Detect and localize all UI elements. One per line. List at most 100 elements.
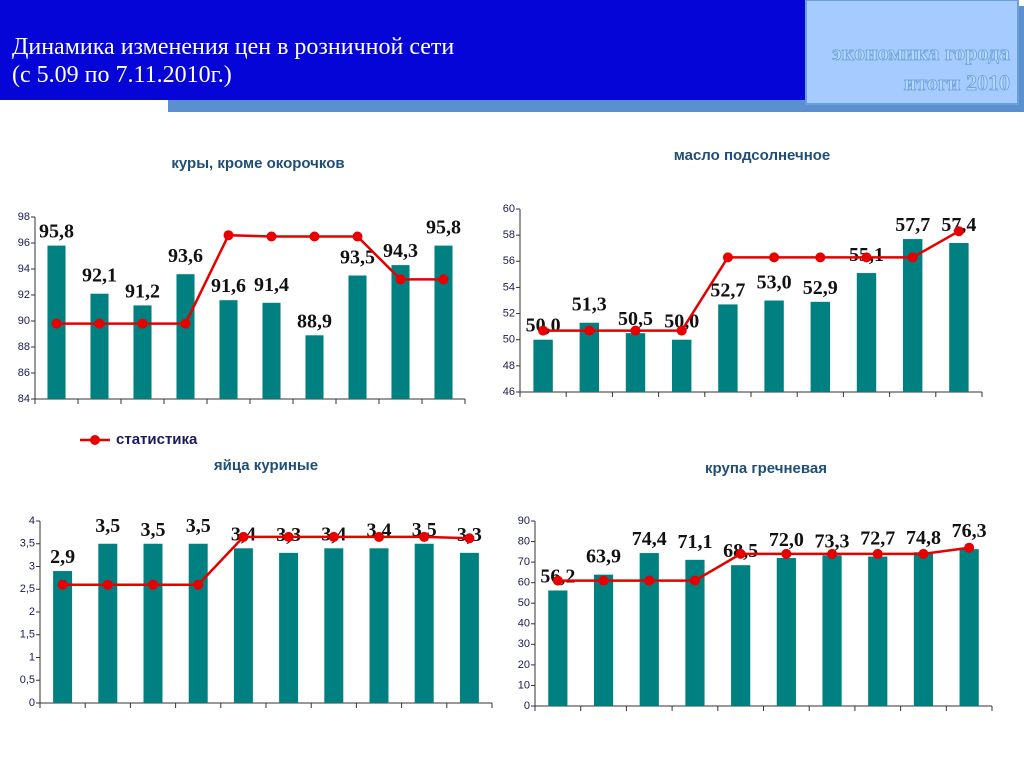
bar (764, 300, 784, 392)
chart-title: яйца куриные (214, 457, 318, 474)
line-marker (283, 531, 294, 542)
line-marker (769, 252, 780, 263)
line-marker (964, 542, 975, 553)
y-tick-label: 84 (18, 393, 30, 405)
y-tick-label: 98 (18, 211, 30, 223)
bar (685, 559, 705, 706)
y-tick-label: 94 (18, 263, 30, 275)
chart-title: куры, кроме окорочков (171, 155, 344, 172)
line-marker (907, 252, 918, 263)
value-label: 3,5 (95, 515, 120, 537)
bar (902, 239, 923, 392)
value-label: 50,5 (618, 308, 653, 330)
bar (959, 549, 979, 706)
bar (856, 273, 877, 392)
line-marker (352, 231, 363, 242)
bar (639, 553, 659, 706)
line-marker (538, 325, 549, 336)
line-marker (689, 575, 700, 586)
bar (262, 302, 281, 399)
bar (233, 548, 253, 703)
line-marker (51, 318, 62, 329)
line-marker (815, 252, 826, 263)
line-marker (584, 325, 595, 336)
line-marker (328, 531, 339, 542)
logo-text: экономика города (832, 40, 1010, 65)
bar (143, 543, 163, 703)
y-tick-label: 96 (18, 237, 30, 249)
bar (98, 543, 118, 703)
bar (718, 304, 738, 392)
line-marker (953, 226, 964, 237)
bar (868, 556, 888, 706)
bar (133, 305, 152, 399)
value-label: 76,3 (952, 520, 987, 542)
bar (776, 558, 796, 706)
line-marker (438, 274, 449, 285)
y-tick-label: 1,5 (20, 629, 35, 641)
title: Динамика изменения цен в розничной сети (12, 34, 454, 60)
bar (188, 543, 208, 703)
value-label: 72,0 (769, 529, 804, 551)
value-label: 53,0 (757, 272, 792, 294)
bar (810, 301, 831, 392)
value-label: 74,4 (632, 528, 667, 550)
bar (579, 322, 600, 392)
line-marker (148, 579, 158, 590)
y-tick-label: 20 (518, 659, 530, 671)
y-tick-label: 90 (18, 315, 30, 327)
bar (348, 275, 367, 399)
y-tick-label: 3 (29, 560, 35, 572)
y-tick-label: 56 (503, 255, 515, 267)
value-label: 71,1 (677, 531, 712, 553)
line-marker (630, 325, 641, 336)
y-tick-label: 88 (18, 341, 30, 353)
y-tick-label: 0,5 (20, 674, 35, 686)
bar (822, 555, 842, 706)
y-tick-label: 60 (503, 203, 515, 215)
chart-title: крупа гречневая (705, 460, 827, 477)
value-label: 51,3 (572, 294, 607, 316)
legend-marker (90, 435, 100, 445)
y-tick-label: 46 (503, 386, 515, 398)
header-band (0, 0, 805, 100)
bar (731, 565, 751, 706)
line-marker (552, 575, 563, 586)
y-tick-label: 54 (503, 281, 515, 293)
line-marker (861, 252, 872, 263)
value-label: 63,9 (586, 546, 621, 568)
line-marker (102, 579, 113, 590)
value-label: 52,9 (803, 277, 838, 299)
y-tick-label: 52 (503, 307, 515, 319)
y-tick-label: 50 (518, 597, 530, 609)
logo-box (805, 0, 1019, 105)
bar (414, 543, 434, 703)
value-label: 92,1 (82, 265, 117, 287)
value-label: 3,5 (141, 519, 166, 541)
line (62, 535, 470, 586)
line-marker (827, 548, 838, 559)
bar (369, 548, 389, 703)
bar (305, 335, 324, 399)
value-label: 57,7 (895, 214, 930, 236)
value-label: 94,3 (383, 240, 418, 262)
y-tick-label: 0 (29, 697, 35, 709)
y-tick-label: 3,5 (20, 538, 35, 550)
value-label: 93,6 (168, 245, 203, 267)
y-tick-label: 48 (503, 360, 515, 372)
bar (949, 242, 969, 392)
bar (90, 293, 109, 399)
line-marker (238, 531, 249, 542)
line (56, 233, 444, 325)
chart-title: масло подсолнечное (674, 147, 831, 164)
logo-text: итоги 2010 (904, 70, 1010, 95)
bar (593, 574, 614, 706)
bar (176, 274, 195, 399)
bar (625, 333, 646, 392)
value-label: 3,5 (186, 515, 211, 537)
line-marker (419, 531, 430, 542)
y-tick-label: 0 (524, 700, 530, 712)
value-label: 91,4 (254, 274, 289, 296)
bar (279, 552, 299, 703)
value-label: 91,2 (125, 280, 160, 302)
